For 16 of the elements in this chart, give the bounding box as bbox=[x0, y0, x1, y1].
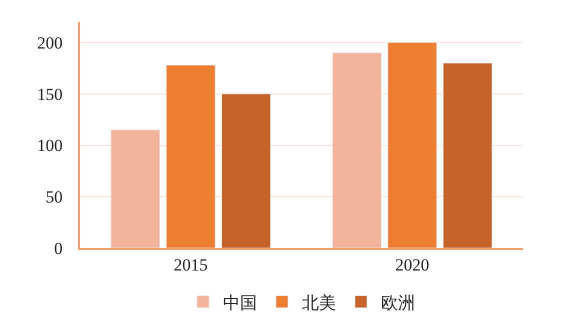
bar bbox=[222, 94, 271, 248]
bar bbox=[166, 64, 216, 248]
y-tick-label: 150 bbox=[37, 84, 63, 104]
legend-label: 欧洲 bbox=[381, 293, 415, 312]
y-tick-label: 100 bbox=[37, 136, 63, 156]
legend-label: 中国 bbox=[223, 293, 257, 312]
bar bbox=[110, 130, 160, 248]
y-tick-label: 0 bbox=[54, 238, 63, 258]
x-tick-label: 2015 bbox=[174, 255, 208, 274]
bar bbox=[332, 52, 382, 248]
x-tick-label: 2020 bbox=[395, 255, 430, 274]
y-tick-label: 200 bbox=[37, 34, 63, 52]
y-tick-label: 50 bbox=[46, 188, 63, 207]
legend-label: 北美 bbox=[302, 293, 336, 312]
bar bbox=[388, 42, 437, 248]
bar bbox=[443, 62, 492, 248]
